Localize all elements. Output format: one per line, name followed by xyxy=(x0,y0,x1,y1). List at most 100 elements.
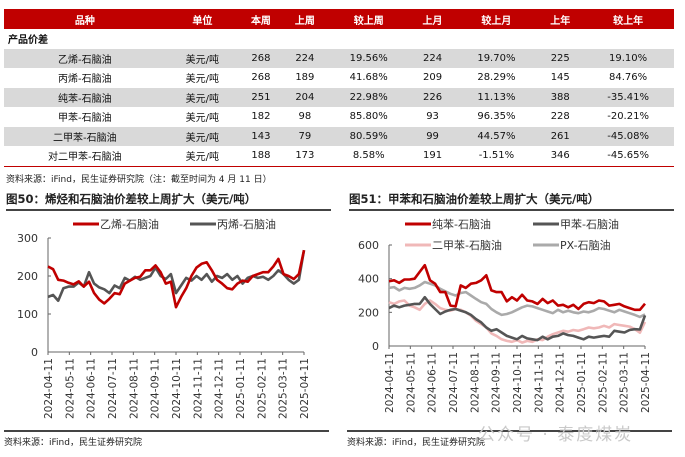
x-tick-label: 2024-04-11 xyxy=(384,352,396,413)
x-tick-label: 2024-11-11 xyxy=(533,352,545,413)
y-tick-label: 400 xyxy=(358,273,379,286)
cell-yoy: -45.08% xyxy=(582,126,674,146)
col-header: 品种 xyxy=(4,9,166,29)
cell-last-month: 93 xyxy=(426,111,439,123)
cell-last-year: 261 xyxy=(538,126,583,146)
cell-last-week: 79 xyxy=(282,126,327,146)
col-header: 本周 xyxy=(238,9,283,29)
cell-last-year: 225 xyxy=(538,48,583,68)
cell-this-week: 251 xyxy=(238,87,283,107)
x-tick-label: 2025-03-11 xyxy=(619,352,631,413)
series-line xyxy=(388,280,646,319)
col-header: 较上周 xyxy=(326,9,411,29)
cell-unit: 美元/吨 xyxy=(165,87,239,107)
col-header: 单位 xyxy=(165,9,239,29)
cell-mom: 44.57% xyxy=(454,126,539,146)
x-tick-label: 2025-04-11 xyxy=(299,358,311,419)
cell-wow: 80.59% xyxy=(326,126,411,146)
y-tick-label: 200 xyxy=(17,270,38,283)
cell-name: 乙烯-石脑油 xyxy=(4,48,166,68)
table-header-row: 品种 单位 本周 上周 较上周 上月 较上月 上年 较上年 xyxy=(4,9,674,29)
cell-last-week: 173 xyxy=(282,146,327,167)
x-tick-label: 2024-06-11 xyxy=(86,358,98,419)
col-header: 上周 xyxy=(282,9,327,29)
cell-mom: 96.35% xyxy=(477,111,516,123)
cell-unit: 美元/吨 xyxy=(165,48,239,68)
x-tick-label: 2024-08-11 xyxy=(469,352,481,413)
legend-label: 纯苯-石脑油 xyxy=(432,217,491,231)
cell-yoy: -35.41% xyxy=(582,87,674,107)
x-tick-label: 2024-10-11 xyxy=(512,352,524,413)
table-row: 乙烯-石脑油 美元/吨 268 224 19.56% 224 19.70% 225 19.10% xyxy=(4,48,674,68)
cell-this-week: 188 xyxy=(238,146,283,167)
cell-name: 对二甲苯-石脑油 xyxy=(4,146,166,167)
col-header: 较上月 xyxy=(454,9,539,29)
cell-last-week: 224 xyxy=(282,48,327,68)
y-tick-label: 200 xyxy=(358,306,379,319)
legend-label: 甲苯-石脑油 xyxy=(560,217,619,231)
x-tick-label: 2025-04-11 xyxy=(640,352,652,413)
x-tick-label: 2025-02-11 xyxy=(597,352,609,413)
x-tick-label: 2025-03-11 xyxy=(278,358,290,419)
x-tick-label: 2024-06-11 xyxy=(427,352,439,413)
cell-this-week: 182 xyxy=(251,111,271,123)
y-tick-label: 100 xyxy=(17,308,38,321)
table-source-note: 资料来源：iFind，民生证券研究院（注：截至时间为 4 月 11 日） xyxy=(6,175,272,185)
cell-last-week: 204 xyxy=(282,87,327,107)
table-row: 甲苯-石脑油 美元/吨 182 98 85.80% 93 96.35% 228 -20.21% xyxy=(4,107,674,127)
cell-last-year: 346 xyxy=(538,146,583,167)
cell-last-month: 224 xyxy=(410,48,455,68)
cell-yoy: -45.65% xyxy=(582,146,674,167)
chart51: 0 200 400 600 2024-04-11 2024-05-11 2024-06-11… xyxy=(358,217,652,413)
cell-name: 甲苯-石脑油 xyxy=(58,113,112,125)
cell-wow: 19.56% xyxy=(326,48,411,68)
x-tick-label: 2024-12-11 xyxy=(555,352,567,413)
cell-unit: 美元/吨 xyxy=(185,113,220,125)
cell-yoy: -20.21% xyxy=(607,111,649,123)
chart50: 0 100 200 300 2024-04-11 2024-05-11 2024-06-11… xyxy=(17,217,311,419)
x-tick-label: 2024-05-11 xyxy=(64,358,76,419)
cell-last-year: 145 xyxy=(550,72,570,84)
series-line xyxy=(47,249,306,302)
series-line xyxy=(47,249,306,309)
x-tick-label: 2025-01-11 xyxy=(576,352,588,413)
watermark: 公众号 · 泰度煤炭 xyxy=(478,425,634,445)
cell-wow: 41.68% xyxy=(349,72,388,84)
x-tick-label: 2025-02-11 xyxy=(256,358,268,419)
cell-this-week: 143 xyxy=(238,126,283,146)
cell-this-week: 268 xyxy=(238,48,283,68)
section-label: 产品价差 xyxy=(8,35,48,47)
x-tick-label: 2024-10-11 xyxy=(171,358,183,419)
cell-name: 二甲苯-石脑油 xyxy=(4,126,166,146)
cell-wow: 8.58% xyxy=(326,146,411,167)
chart50-title: 图50：烯烃和石脑油价差较上周扩大（美元/吨） xyxy=(6,191,331,211)
cell-yoy: 84.76% xyxy=(609,72,648,84)
y-tick-label: 300 xyxy=(17,232,38,245)
cell-last-month: 226 xyxy=(410,87,455,107)
series-line xyxy=(388,263,646,312)
cell-yoy: 19.10% xyxy=(582,48,674,68)
cell-unit: 美元/吨 xyxy=(165,146,239,167)
cell-wow: 85.80% xyxy=(349,111,388,123)
chart51-source: 资料来源：iFind，民生证券研究院 xyxy=(347,430,672,448)
x-tick-label: 2024-07-11 xyxy=(448,352,460,413)
cell-last-year: 228 xyxy=(550,111,570,123)
cell-unit: 美元/吨 xyxy=(165,126,239,146)
legend-label: 丙烯-石脑油 xyxy=(217,217,276,231)
cell-last-week: 98 xyxy=(298,111,312,123)
x-tick-label: 2024-12-11 xyxy=(214,358,226,419)
table-row: 二甲苯-石脑油 美元/吨 143 79 80.59% 99 44.57% 261 -45.08% xyxy=(4,126,674,146)
cell-last-month: 99 xyxy=(410,126,455,146)
x-tick-label: 2024-09-11 xyxy=(150,358,162,419)
chart51-title: 图51：甲苯和石脑油价差较上周扩大（美元/吨） xyxy=(349,191,674,211)
cell-mom: 11.13% xyxy=(454,87,539,107)
cell-unit: 美元/吨 xyxy=(185,74,220,86)
cell-mom: -1.51% xyxy=(454,146,539,167)
cell-name: 纯苯-石脑油 xyxy=(4,87,166,107)
x-tick-label: 2025-01-11 xyxy=(235,358,247,419)
col-header: 上年 xyxy=(538,9,583,29)
cell-last-month: 191 xyxy=(410,146,455,167)
cell-last-week: 189 xyxy=(295,72,315,84)
col-header: 较上年 xyxy=(582,9,674,29)
